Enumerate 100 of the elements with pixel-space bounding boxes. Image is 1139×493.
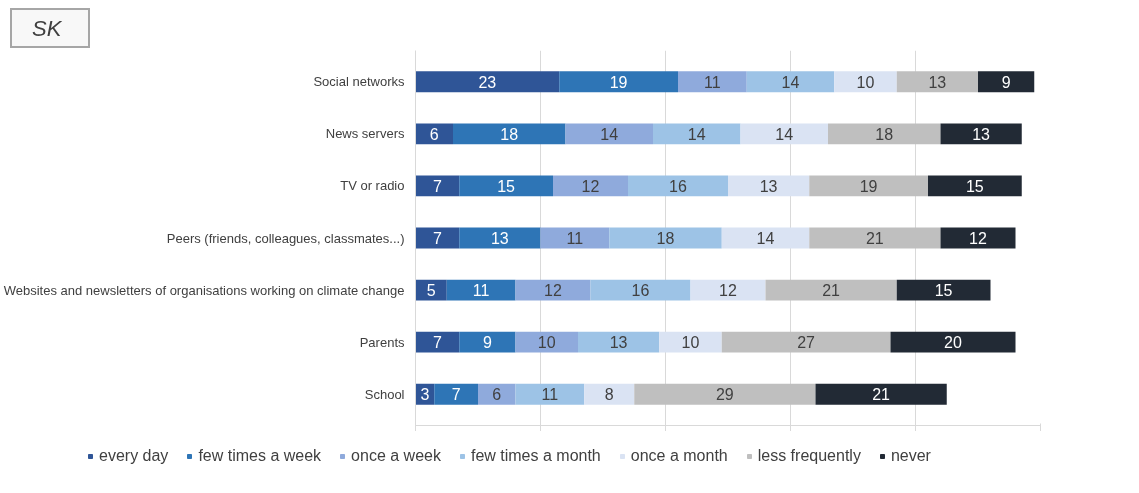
bar <box>415 175 460 197</box>
data-label: 14 <box>781 73 800 91</box>
data-label: 14 <box>756 230 775 247</box>
data-label: 18 <box>875 125 894 143</box>
bar <box>740 123 828 145</box>
bar <box>896 279 991 301</box>
data-label: 23 <box>478 73 497 91</box>
data-label: 20 <box>944 334 962 352</box>
data-label: 15 <box>934 282 953 300</box>
bar <box>415 279 447 301</box>
bar <box>459 331 516 353</box>
y-tick-label: News servers <box>325 126 405 142</box>
legend-label: once a month <box>630 447 728 465</box>
data-label: 13 <box>759 177 778 195</box>
y-tick-label: Parents <box>359 334 405 350</box>
data-label: 12 <box>969 230 987 247</box>
data-label: 16 <box>631 282 650 300</box>
data-label: 18 <box>656 230 675 247</box>
data-label: 19 <box>609 73 628 91</box>
data-label: 13 <box>609 334 628 352</box>
bar <box>578 331 660 353</box>
legend-label: few times a week <box>198 447 322 465</box>
y-tick-label: Websites and newsletters of organisations working on climate change <box>3 282 405 298</box>
bar <box>765 279 897 301</box>
bar <box>890 331 1016 353</box>
legend-label: few times a month <box>470 447 601 465</box>
bar <box>590 279 691 301</box>
bar <box>721 227 810 249</box>
y-tick-label: TV or radio <box>340 178 405 194</box>
data-label: 21 <box>872 386 891 404</box>
text: SK <box>32 16 62 41</box>
bar <box>678 71 747 93</box>
bar <box>559 71 678 93</box>
y-tick-label: Peers (friends, colleagues, classmates...) <box>166 230 405 246</box>
data-label: 6 <box>492 386 502 404</box>
bar <box>515 331 578 353</box>
data-label: 14 <box>775 125 794 143</box>
bar <box>415 71 560 93</box>
data-label: 6 <box>429 125 439 143</box>
data-label: 13 <box>928 73 947 91</box>
bar <box>746 71 835 93</box>
data-label: 11 <box>566 230 584 247</box>
data-label: 29 <box>715 386 734 404</box>
bar <box>978 71 1035 93</box>
data-label: 16 <box>669 177 687 195</box>
bar <box>459 227 541 249</box>
bar <box>415 123 453 145</box>
data-label: 11 <box>704 73 721 91</box>
bar <box>415 227 460 249</box>
legend-label: once a week <box>351 447 441 465</box>
bar <box>628 175 728 197</box>
bar <box>434 383 478 405</box>
legend-label: less frequently <box>757 447 861 465</box>
bar <box>584 383 635 405</box>
data-label: 11 <box>541 386 559 404</box>
data-label: 9 <box>482 334 492 352</box>
y-tick-label: School <box>364 386 405 402</box>
bar <box>928 175 1022 197</box>
bar <box>690 279 766 301</box>
data-label: 9 <box>1001 73 1011 91</box>
data-label: 15 <box>965 177 984 195</box>
data-label: 21 <box>865 230 884 247</box>
bar <box>828 123 941 145</box>
bar <box>565 123 653 145</box>
data-label: 5 <box>426 282 436 300</box>
data-label: 12 <box>544 282 562 300</box>
data-label: 10 <box>537 334 556 352</box>
y-tick-label: Social networks <box>313 74 405 90</box>
bar <box>721 331 891 353</box>
bar <box>415 331 460 353</box>
bar <box>634 383 816 405</box>
bar <box>515 383 585 405</box>
data-label: 14 <box>600 125 619 143</box>
bar <box>478 383 516 405</box>
bar <box>446 279 516 301</box>
bar <box>896 71 978 93</box>
data-label: 11 <box>472 282 490 300</box>
legend-label: every day <box>99 447 169 465</box>
bar <box>459 175 553 197</box>
data-label: 14 <box>687 125 706 143</box>
data-label: 13 <box>490 230 509 247</box>
bar <box>659 331 722 353</box>
bar <box>815 383 947 405</box>
bar <box>515 279 591 301</box>
data-label: 19 <box>859 177 878 195</box>
data-label: 27 <box>797 334 816 352</box>
data-label: 7 <box>432 230 442 247</box>
data-label: 10 <box>856 73 875 91</box>
data-label: 10 <box>681 334 700 352</box>
bar <box>609 227 722 249</box>
data-label: 18 <box>500 125 519 143</box>
data-label: 13 <box>972 125 991 143</box>
bar <box>809 175 928 197</box>
data-label: 3 <box>420 386 430 404</box>
bar <box>940 123 1022 145</box>
bar <box>453 123 566 145</box>
data-label: 15 <box>497 177 516 195</box>
data-label: 12 <box>581 177 600 195</box>
data-label: 21 <box>822 282 841 300</box>
data-label: 7 <box>432 177 442 195</box>
